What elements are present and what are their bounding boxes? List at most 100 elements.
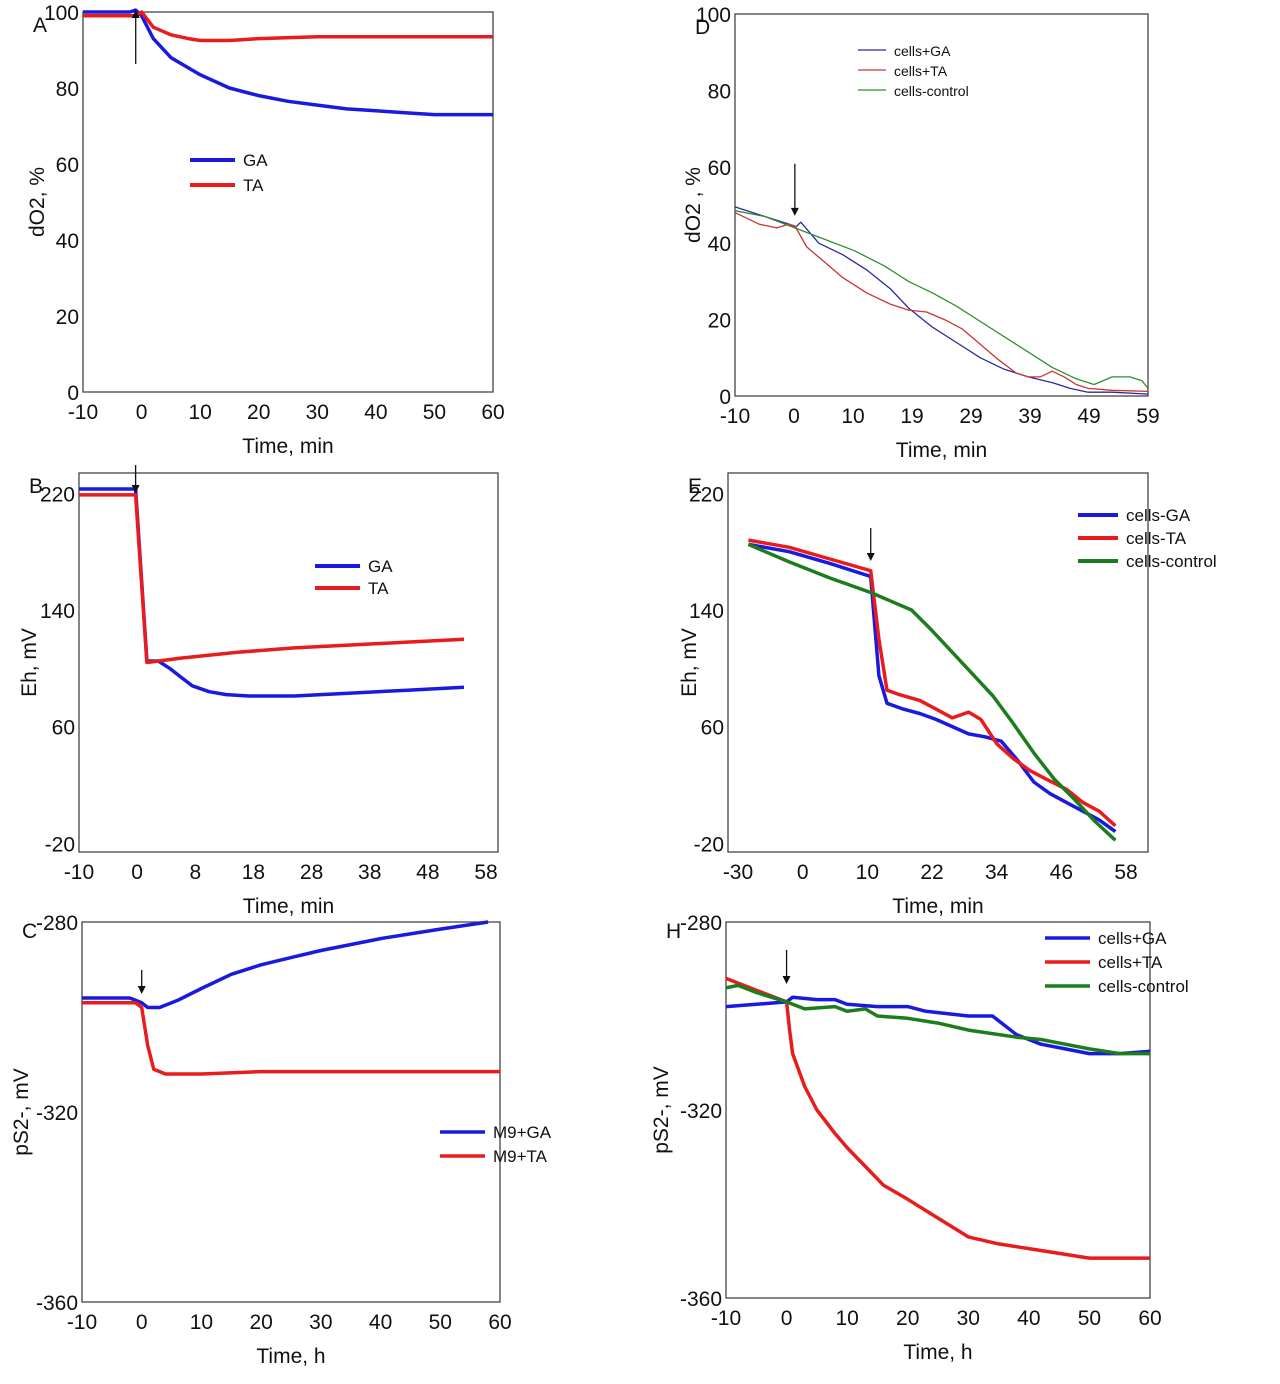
x-tick-label: 40 [1017, 1307, 1040, 1330]
legend-label: cells+TA [894, 63, 948, 79]
x-axis-label: Time, h [256, 1345, 325, 1368]
x-tick-label: 58 [474, 861, 497, 884]
y-axis-label: pS2-, mV [10, 1068, 33, 1156]
y-tick-label: -360 [680, 1288, 722, 1311]
x-tick-label: 30 [957, 1307, 980, 1330]
arrow-head-icon [790, 207, 799, 216]
x-tick-label: 60 [481, 401, 504, 424]
legend-label: cells-GA [1126, 506, 1191, 525]
panel-letter: D [695, 16, 710, 39]
x-tick-label: 0 [136, 1311, 148, 1334]
y-tick-label: 140 [40, 600, 75, 623]
x-tick-label: 18 [242, 861, 265, 884]
y-axis-label: Eh, mV [678, 628, 701, 697]
x-tick-label: 20 [896, 1307, 919, 1330]
x-tick-label: 0 [131, 861, 143, 884]
legend-label: cells-control [1126, 552, 1217, 571]
y-tick-label: 60 [708, 157, 731, 180]
y-tick-label: 220 [40, 483, 75, 506]
y-tick-label: 40 [708, 233, 731, 256]
y-axis-label: pS2-, mV [650, 1066, 673, 1154]
arrow-head-icon [866, 553, 875, 561]
y-tick-label: 40 [56, 230, 79, 253]
series-line-cells-ga [734, 206, 1149, 395]
x-tick-label: 0 [136, 401, 148, 424]
legend-label: cells-TA [1126, 529, 1187, 548]
plot-frame [734, 13, 1149, 397]
panel-b: -10 0 8 18 28 38 48 58 -20 60 140 220 Time, min Eh, m… [18, 465, 499, 918]
plot-frame [81, 921, 501, 1303]
legend-label: TA [368, 579, 389, 598]
x-tick-label: -10 [711, 1307, 741, 1330]
x-tick-label: 20 [247, 401, 270, 424]
x-tick-label: -30 [723, 861, 753, 884]
x-tick-label: 60 [488, 1311, 511, 1334]
x-tick-label: 34 [985, 861, 1009, 884]
y-tick-label: 100 [44, 2, 79, 25]
panel-e: -30 0 10 22 34 46 58 -20 60 140 220 Time, min Eh, mV… [678, 472, 1217, 918]
x-tick-label: 48 [416, 861, 439, 884]
plot-frame [78, 472, 499, 853]
y-tick-label: 60 [52, 717, 75, 740]
x-tick-label: 38 [358, 861, 381, 884]
y-tick-label: -320 [36, 1102, 78, 1125]
x-tick-label: 50 [1078, 1307, 1101, 1330]
x-tick-label: 40 [364, 401, 387, 424]
x-axis-label: Time, min [892, 895, 983, 918]
y-tick-label: 20 [56, 306, 79, 329]
y-tick-label: 60 [56, 154, 79, 177]
plot-frame [725, 921, 1151, 1299]
x-tick-label: 58 [1114, 861, 1137, 884]
x-tick-label: 19 [900, 405, 923, 428]
legend-label: M9+GA [493, 1123, 552, 1142]
x-tick-label: 10 [841, 405, 864, 428]
y-tick-label: -320 [680, 1100, 722, 1123]
legend-label: TA [243, 176, 264, 195]
series-line-cells-ga [748, 542, 1117, 834]
arrow-head-icon [782, 976, 791, 984]
series-line-m9-ta [82, 1001, 500, 1076]
x-tick-label: -10 [720, 405, 750, 428]
legend-label: GA [368, 557, 393, 576]
x-tick-label: -10 [68, 401, 98, 424]
y-tick-label: 20 [708, 310, 731, 333]
x-tick-label: 60 [1138, 1307, 1161, 1330]
x-tick-label: 10 [835, 1307, 858, 1330]
legend-label: cells-control [894, 83, 969, 99]
arrow-head-icon [131, 485, 140, 493]
y-axis-label: dO2 , % [682, 167, 705, 243]
x-tick-label: -10 [64, 861, 94, 884]
panel-letter: E [688, 475, 702, 498]
x-tick-label: 30 [309, 1311, 332, 1334]
plot-frame [727, 472, 1149, 853]
panel-letter: B [29, 475, 43, 498]
x-tick-label: 29 [959, 405, 982, 428]
panel-letter: H [666, 920, 681, 943]
panel-h: -10 0 10 20 30 40 50 60 -360 -320 -280 Time, h pS2-,… [650, 912, 1189, 1364]
x-tick-label: 8 [189, 861, 201, 884]
y-tick-label: 140 [689, 600, 724, 623]
y-tick-label: 80 [708, 80, 731, 103]
x-tick-label: 22 [920, 861, 943, 884]
x-tick-label: 20 [249, 1311, 272, 1334]
x-tick-label: 10 [856, 861, 879, 884]
y-axis-label: Eh, mV [18, 628, 41, 697]
series-line-cells-ga [725, 995, 1151, 1056]
y-tick-label: 80 [56, 78, 79, 101]
x-tick-label: 0 [788, 405, 800, 428]
series-line-cells-ta [734, 212, 1149, 393]
y-tick-label: 60 [701, 717, 724, 740]
x-axis-label: Time, min [896, 439, 987, 462]
y-tick-label: -280 [680, 912, 722, 935]
legend-label: GA [243, 151, 268, 170]
arrow-head-icon [137, 986, 146, 994]
x-tick-label: 46 [1050, 861, 1073, 884]
x-tick-label: 30 [306, 401, 329, 424]
legend-label: M9+TA [493, 1147, 548, 1166]
y-tick-label: -20 [694, 833, 724, 856]
y-tick-label: -20 [45, 833, 75, 856]
x-tick-label: 59 [1136, 405, 1159, 428]
